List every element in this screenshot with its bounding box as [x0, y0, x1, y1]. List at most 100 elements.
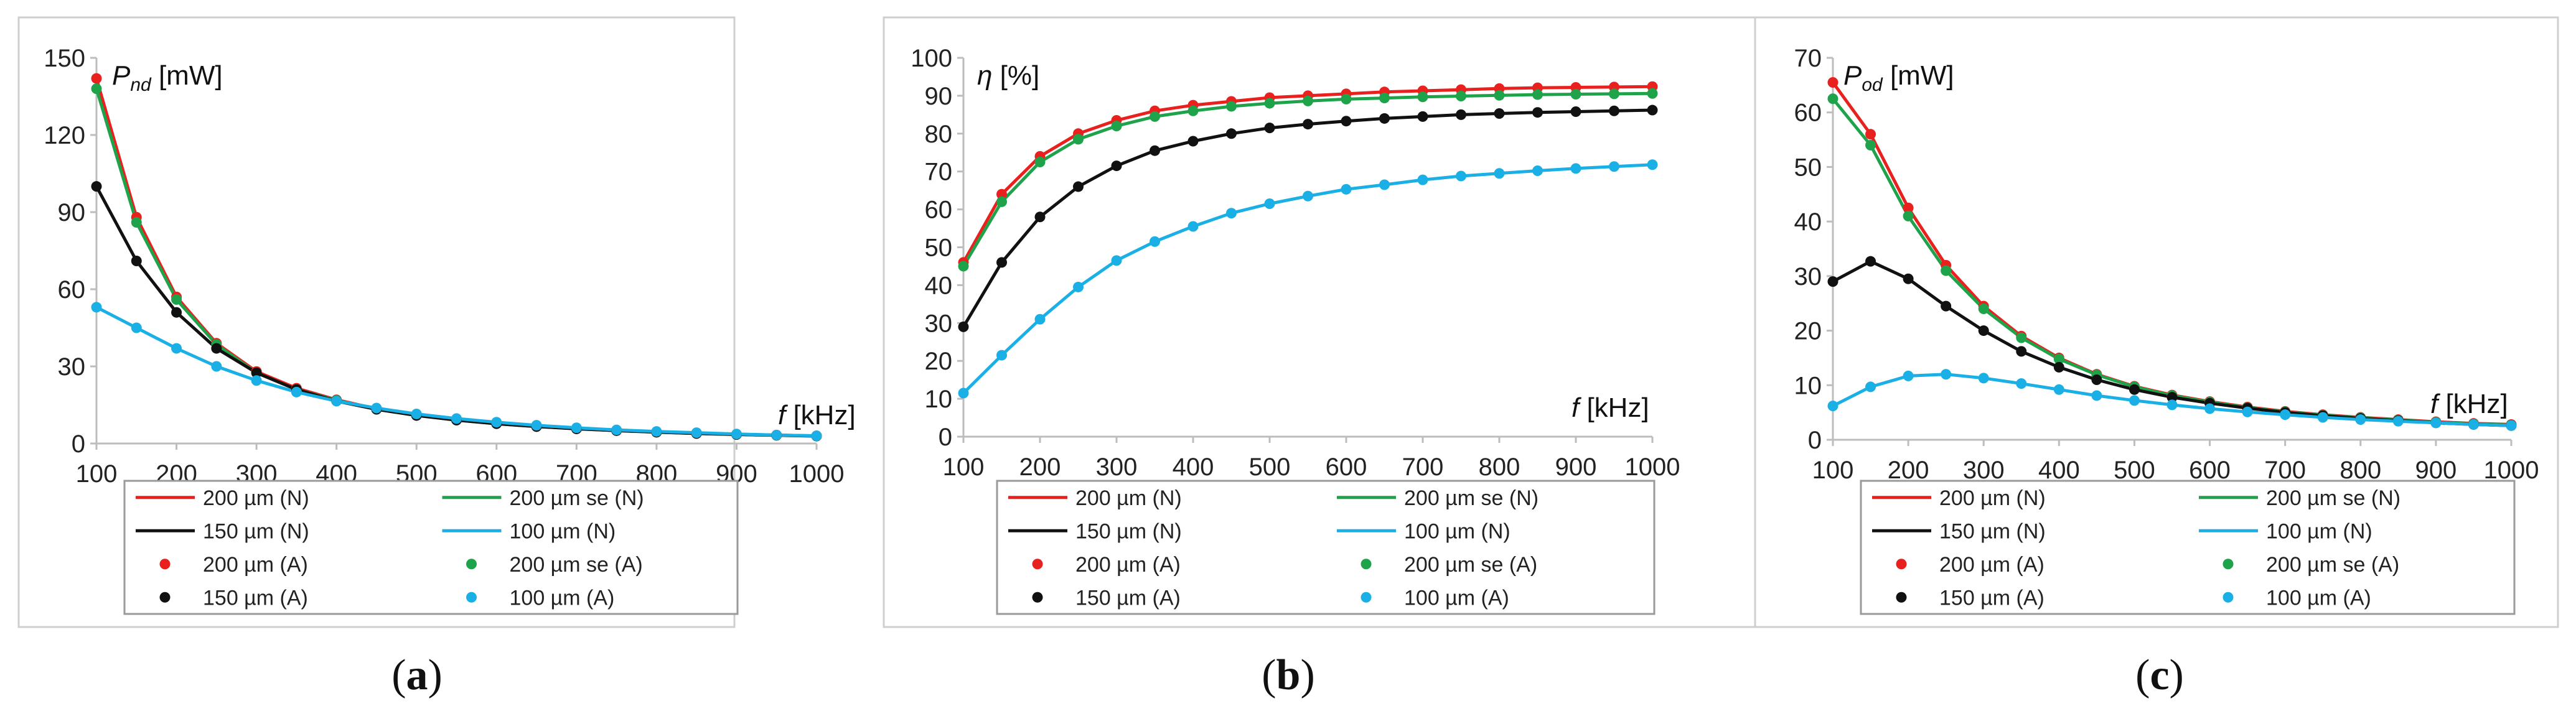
legend-entry: 200 µm (A) [1032, 553, 1181, 577]
data-point [1034, 211, 1046, 223]
x-axis-label-unit: [kHz] [2438, 389, 2508, 419]
data-point [371, 402, 382, 414]
legend-dot-swatch [466, 592, 477, 603]
x-tick-label: 100 [76, 460, 118, 488]
legend-dot-swatch [2222, 559, 2234, 570]
data-point [1978, 325, 1989, 337]
data-point [2392, 416, 2404, 427]
legend-label: 200 µm se (N) [2266, 486, 2400, 510]
chart-panel-c: 0 10 20 30 40 50 60 70 100 200 300 400 500 600 700 800 9… [1754, 16, 2559, 699]
caption-letter: a [406, 651, 428, 699]
legend-entry: 100 µm (N) [1337, 519, 1510, 543]
caption-open-paren: ( [391, 651, 406, 699]
y-axis-label: η [%] [977, 60, 1039, 91]
data-point [2430, 417, 2442, 429]
data-point [1903, 273, 1914, 284]
data-point [1034, 156, 1046, 167]
legend-entry: 200 µm (N) [1008, 486, 1182, 510]
data-point [1264, 98, 1275, 109]
x-axis-label: f [kHz] [778, 400, 856, 430]
data-point [1187, 221, 1199, 232]
x-tick-label: 200 [1019, 453, 1061, 481]
data-point [1941, 265, 1952, 276]
data-point [1187, 136, 1199, 147]
data-point [2355, 414, 2366, 425]
legend-label: 200 µm (N) [1939, 486, 2046, 510]
y-tick-label: 10 [1794, 372, 1822, 399]
x-tick-label: 1000 [789, 460, 845, 488]
data-point [1494, 108, 1505, 119]
data-point [1609, 161, 1619, 172]
legend-dot-swatch [1032, 559, 1043, 570]
data-point [1264, 198, 1275, 209]
y-tick-label: 20 [1794, 318, 1822, 345]
data-point [251, 375, 262, 386]
x-tick-label: 100 [1812, 457, 1854, 484]
data-point [1264, 123, 1275, 134]
y-tick-label: 40 [1794, 208, 1822, 236]
y-axis-label-symbol: η [977, 60, 992, 91]
data-point [2016, 346, 2027, 357]
data-point [171, 294, 182, 305]
x-tick-label: 100 [943, 453, 985, 481]
data-point [1647, 105, 1658, 116]
data-point [1417, 174, 1428, 185]
legend-entry: 200 µm se (A) [2222, 553, 2399, 577]
data-point [1226, 208, 1237, 219]
legend-dot-swatch [159, 592, 171, 603]
data-point [1532, 89, 1543, 100]
y-tick-label: 30 [1794, 263, 1822, 290]
data-point [1226, 128, 1237, 139]
chart-panel-b: 0 10 20 30 40 50 60 70 80 90 100 100 200 300 400 500 600… [883, 16, 1772, 699]
data-point [211, 361, 222, 372]
data-point [1941, 300, 1952, 312]
data-point [1379, 179, 1390, 190]
legend-box [123, 480, 739, 615]
legend-box [996, 480, 1656, 615]
data-point [1303, 190, 1313, 202]
data-point [531, 420, 542, 431]
y-tick-label: 60 [1794, 100, 1822, 127]
x-tick-label: 300 [1963, 457, 2005, 484]
y-tick-label: 50 [925, 235, 953, 262]
data-point [1494, 168, 1505, 179]
data-point [1570, 106, 1581, 117]
data-point [691, 427, 702, 439]
x-axis-label: f [kHz] [2430, 389, 2508, 419]
data-point [1865, 129, 1876, 140]
y-tick-label: 60 [925, 197, 953, 224]
data-point [1073, 181, 1084, 192]
data-point [2280, 409, 2291, 420]
legend-label: 100 µm (N) [1404, 519, 1510, 543]
legend-entry: 200 µm (N) [136, 486, 309, 510]
y-axis-label-unit: [mW] [151, 60, 223, 91]
legend-entry: 150 µm (A) [1032, 586, 1181, 610]
data-point [211, 343, 222, 354]
y-tick-label: 30 [58, 353, 86, 381]
data-point [1111, 255, 1122, 266]
y-tick-label: 10 [925, 386, 953, 413]
y-tick-label: 90 [58, 199, 86, 226]
legend-label: 150 µm (A) [1075, 586, 1181, 610]
data-point [171, 307, 182, 318]
x-tick-label: 600 [2189, 457, 2231, 484]
y-tick-label: 90 [925, 83, 953, 110]
data-point [1532, 165, 1543, 176]
y-tick-label: 80 [925, 121, 953, 148]
legend-dot-swatch [1032, 592, 1043, 603]
data-point [91, 181, 102, 192]
data-point [1073, 281, 1084, 292]
data-point [2317, 412, 2328, 423]
legend-label: 100 µm (N) [510, 519, 616, 543]
legend-label: 200 µm se (A) [510, 553, 643, 577]
y-tick-label: 20 [925, 348, 953, 375]
y-tick-label: 0 [1808, 427, 1822, 454]
data-point [611, 424, 622, 435]
x-axis-label-unit: [kHz] [1579, 392, 1649, 423]
data-point [571, 422, 582, 434]
legend-dot-swatch [2222, 592, 2234, 603]
data-point [1865, 381, 1876, 392]
data-point [251, 367, 262, 378]
data-point [1379, 113, 1390, 124]
y-axis-label-subscript: nd [130, 75, 152, 95]
